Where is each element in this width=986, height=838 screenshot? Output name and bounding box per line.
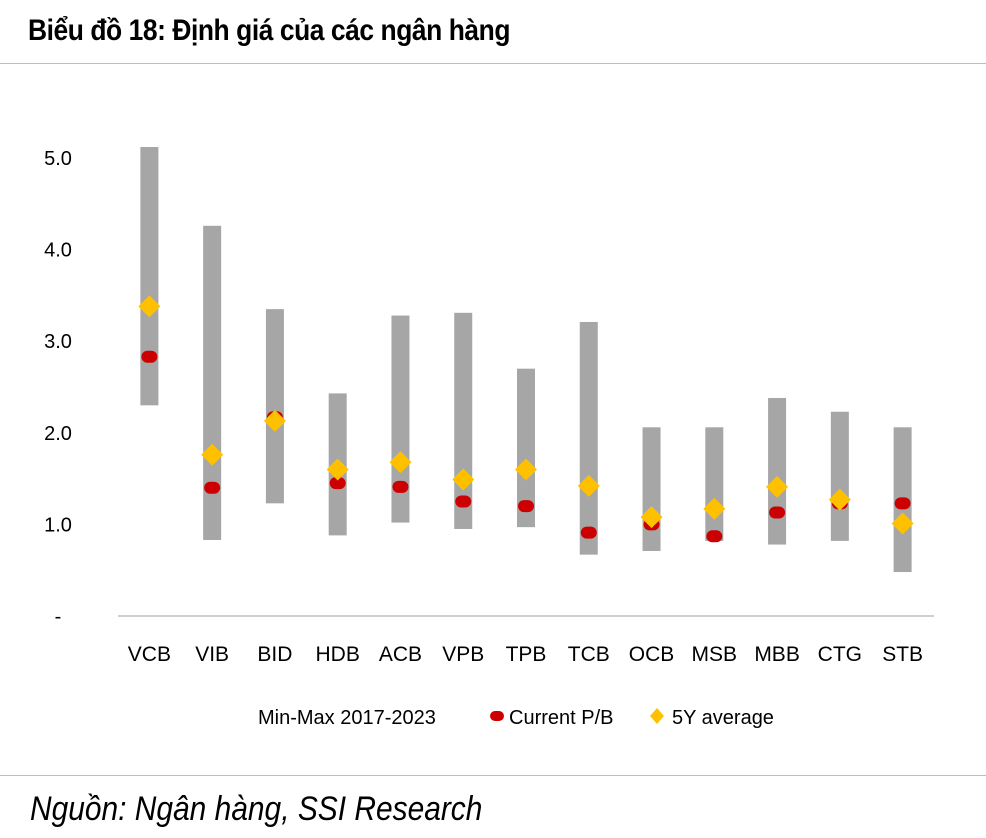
current-pb-point-tpb — [518, 500, 534, 513]
x-tick-label: TPB — [506, 643, 547, 666]
x-tick-label: HDB — [316, 643, 360, 666]
legend-swatch-current — [490, 711, 504, 721]
current-pb-point-vpb — [455, 495, 472, 508]
current-pb-point-acb — [392, 480, 409, 493]
x-tick-label: CTG — [818, 643, 862, 666]
y-tick-label: 5.0 — [44, 148, 72, 170]
x-tick-label: BID — [257, 643, 292, 666]
range-bar-vib — [203, 225, 222, 540]
legend: Min-Max 2017-2023 Current P/B 5Y average — [258, 707, 774, 729]
x-tick-label: ACB — [379, 643, 422, 666]
x-tick-label: MBB — [754, 643, 800, 666]
y-tick-label: 3.0 — [44, 331, 72, 353]
top-divider — [0, 63, 986, 64]
average-point-tpb — [515, 458, 537, 481]
legend-label-average: 5Y average — [672, 707, 774, 729]
range-bar-acb — [391, 315, 410, 523]
average-point-msb — [703, 497, 726, 520]
range-bar-bid — [265, 309, 284, 504]
average-point-mbb — [766, 475, 789, 498]
average-point-bid — [263, 409, 286, 432]
y-tick-label: 2.0 — [44, 423, 72, 445]
average-point-vib — [201, 443, 224, 466]
range-bar-ctg — [830, 411, 849, 541]
average-point-vcb — [138, 295, 161, 318]
range-bar-tcb — [579, 321, 598, 555]
range-bar-vcb — [140, 147, 159, 406]
current-pb-point-msb — [706, 530, 723, 543]
x-tick-label: STB — [882, 643, 923, 666]
range-bar-tpb — [517, 368, 535, 528]
current-pb-point-hdb — [329, 477, 346, 490]
current-pb-point-tcb — [580, 526, 597, 539]
y-tick-label: - — [55, 606, 62, 628]
current-pb-point-stb — [894, 497, 911, 510]
average-point-ctg — [828, 488, 851, 511]
y-tick-label: 4.0 — [44, 240, 72, 262]
range-bar-msb — [705, 427, 724, 541]
x-tick-label: OCB — [629, 643, 675, 666]
chart-title: Biểu đồ 18: Định giá của các ngân hàng — [28, 14, 511, 47]
average-point-hdb — [326, 458, 349, 481]
legend-label-range: Min-Max 2017-2023 — [258, 707, 436, 729]
current-pb-point-vcb — [141, 350, 158, 363]
range-bar-ocb — [642, 427, 661, 551]
average-point-tcb — [577, 474, 600, 497]
average-point-stb — [891, 512, 914, 535]
five-year-average-markers — [138, 295, 914, 535]
average-point-acb — [389, 451, 412, 474]
x-tick-label: VIB — [195, 643, 229, 666]
average-point-ocb — [640, 506, 663, 529]
source-note: Nguồn: Ngân hàng, SSI Research — [30, 790, 483, 828]
x-tick-label: TCB — [568, 643, 610, 666]
x-tick-label: VPB — [442, 643, 484, 666]
current-pb-point-mbb — [769, 506, 786, 519]
average-point-vpb — [452, 468, 475, 491]
y-tick-label: 1.0 — [44, 514, 72, 536]
x-axis-labels: VCB VIB BID HDB ACB VPB TPB TCB OCB MSB MBB CTG STB — [128, 643, 923, 666]
range-bar-mbb — [768, 397, 787, 545]
x-tick-label: VCB — [128, 643, 171, 666]
x-tick-label: MSB — [692, 643, 738, 666]
legend-label-current: Current P/B — [509, 707, 613, 729]
range-chart: - 1.0 2.0 3.0 4.0 5.0 VCB VIB BID HDB ACB VPB TPB TC… — [44, 147, 934, 729]
current-pb-point-vib — [204, 481, 221, 494]
legend-swatch-average — [650, 708, 664, 724]
bottom-divider — [0, 775, 986, 776]
y-axis-ticks: - 1.0 2.0 3.0 4.0 5.0 — [44, 148, 72, 628]
